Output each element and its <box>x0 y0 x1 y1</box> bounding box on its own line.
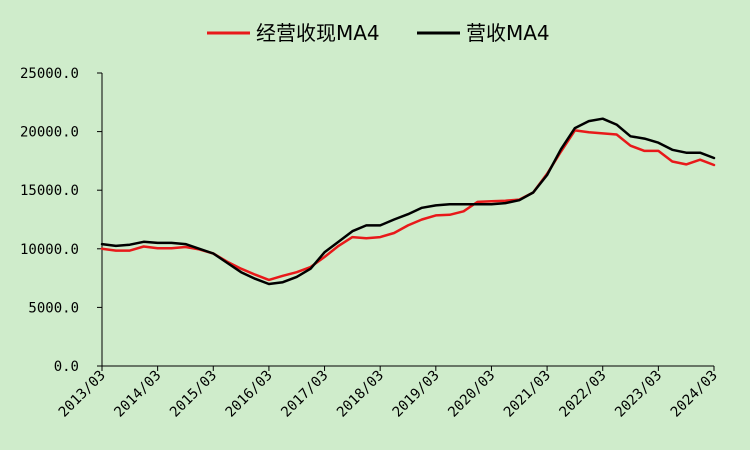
series-2-line <box>100 117 716 286</box>
series-2-point <box>546 174 548 176</box>
series-1-point <box>462 210 464 212</box>
series-2-point <box>560 148 562 150</box>
series-2-point <box>685 152 687 154</box>
series-2-point <box>588 120 590 122</box>
y-tick-label: 25000.0 <box>20 66 79 82</box>
series-1-point <box>268 279 270 281</box>
series-1-point <box>490 200 492 202</box>
series-2-point <box>615 123 617 125</box>
series-2-point <box>518 199 520 201</box>
series-2-point <box>282 281 284 283</box>
series-2-point <box>212 252 214 254</box>
series-1-point <box>615 133 617 135</box>
series-2-point <box>268 283 270 285</box>
series-1-point <box>115 249 117 251</box>
series-2-point <box>574 127 576 129</box>
series-2-point <box>115 245 117 247</box>
series-2-point <box>657 142 659 144</box>
legend: 经营收现MA4 营收MA4 <box>207 21 550 45</box>
series-2-point <box>129 244 131 246</box>
series-2-point <box>226 262 228 264</box>
series-1-point <box>351 236 353 238</box>
series-1-point <box>449 214 451 216</box>
series-2-point <box>365 224 367 226</box>
series-1-point <box>184 246 186 248</box>
series-2-point <box>296 276 298 278</box>
series-2-point <box>101 243 103 245</box>
series-1-point <box>282 275 284 277</box>
series-1-point <box>254 273 256 275</box>
series-1-point <box>407 224 409 226</box>
series-2-point <box>462 203 464 205</box>
series-2-point <box>602 118 604 120</box>
y-tick-label: 0.0 <box>54 359 79 375</box>
series-2-point <box>156 242 158 244</box>
series-2-point <box>407 213 409 215</box>
y-tick-label: 15000.0 <box>20 183 79 199</box>
series-2-point <box>532 191 534 193</box>
series-1-point <box>101 248 103 250</box>
series-1-point <box>657 150 659 152</box>
series-2-point <box>170 242 172 244</box>
axes <box>97 72 715 371</box>
series-1-point <box>129 249 131 251</box>
series-1-point <box>588 131 590 133</box>
series-2-point <box>476 203 478 205</box>
series-2 <box>100 117 716 286</box>
series-1-point <box>671 160 673 162</box>
y-axis-tick-labels: 0.0 5000.0 10000.0 15000.0 20000.0 25000.0 <box>20 66 79 375</box>
series-2-point <box>504 202 506 204</box>
series-2-point <box>435 204 437 206</box>
series-2-point <box>629 135 631 137</box>
series-1-point <box>602 132 604 134</box>
series-2-point <box>713 157 715 159</box>
series-1-point <box>365 237 367 239</box>
series-1-point <box>296 271 298 273</box>
series-2-point <box>143 241 145 243</box>
series-1-point <box>685 163 687 165</box>
series-2-point <box>490 203 492 205</box>
series-2-point <box>449 203 451 205</box>
series-1-point <box>643 150 645 152</box>
series-2-point <box>421 207 423 209</box>
series-layer <box>100 117 716 286</box>
legend-label-series-1: 经营收现MA4 <box>256 21 380 45</box>
y-tick-label: 5000.0 <box>28 300 79 316</box>
series-1-point <box>713 164 715 166</box>
series-2-point <box>254 278 256 280</box>
legend-label-series-2: 营收MA4 <box>466 21 550 45</box>
series-2-point <box>337 241 339 243</box>
series-2-point <box>643 137 645 139</box>
series-1-point <box>143 245 145 247</box>
series-1-point <box>170 247 172 249</box>
series-2-point <box>323 251 325 253</box>
series-2-point <box>351 230 353 232</box>
series-1-point <box>379 236 381 238</box>
series-1-point <box>699 159 701 161</box>
series-2-point <box>699 152 701 154</box>
y-tick-label: 10000.0 <box>20 242 79 258</box>
series-1-point <box>323 256 325 258</box>
y-tick-label: 20000.0 <box>20 125 79 141</box>
series-2-point <box>379 224 381 226</box>
series-1-point <box>421 218 423 220</box>
series-1-point <box>629 145 631 147</box>
series-1-point <box>156 247 158 249</box>
series-1-point <box>393 232 395 234</box>
series-2-point <box>240 271 242 273</box>
series-2-point <box>309 268 311 270</box>
series-2-point <box>671 149 673 151</box>
series-1-point <box>435 214 437 216</box>
series-2-point <box>184 243 186 245</box>
series-1-point <box>240 268 242 270</box>
series-1-point <box>476 201 478 203</box>
series-2-point <box>198 248 200 250</box>
series-1-point <box>504 200 506 202</box>
series-2-point <box>393 218 395 220</box>
series-1-point <box>337 245 339 247</box>
